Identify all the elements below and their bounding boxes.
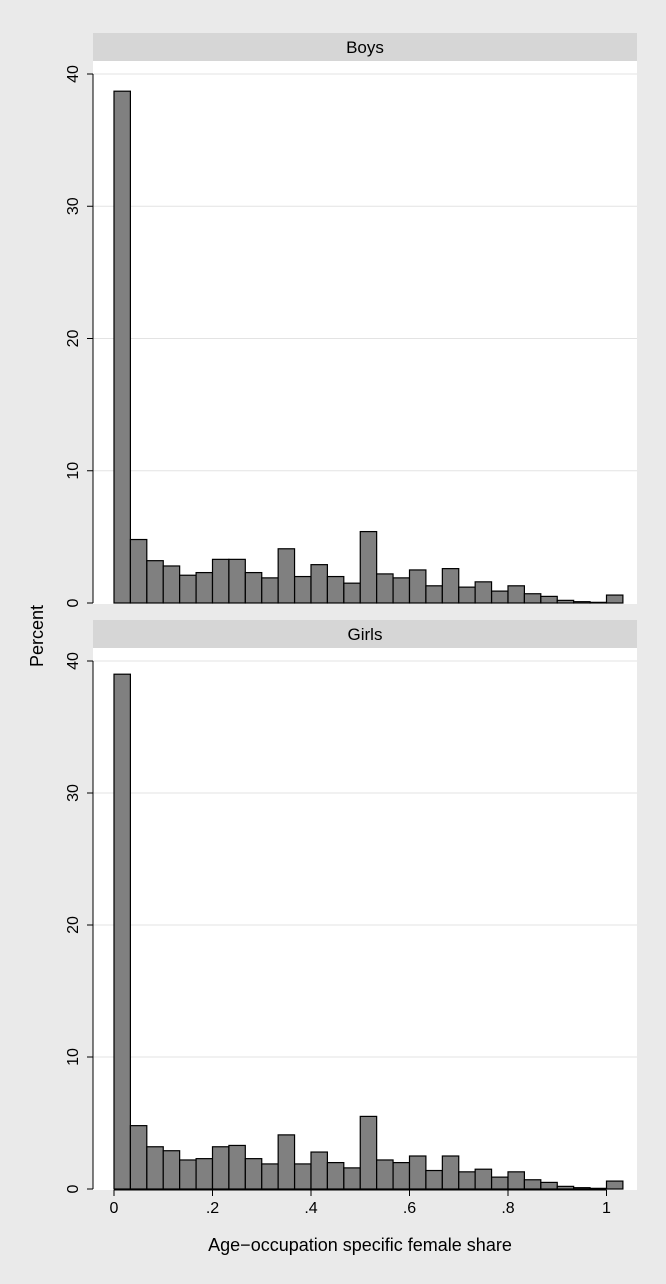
y-tick-label: 10	[65, 462, 82, 480]
y-tick-label: 10	[65, 1048, 82, 1066]
y-tick-label: 20	[65, 916, 82, 934]
histogram-bar	[573, 1187, 591, 1190]
histogram-bar	[343, 1167, 361, 1190]
histogram-bar	[359, 1115, 378, 1190]
histogram-bar	[293, 575, 312, 604]
histogram-bar	[277, 1134, 296, 1190]
panel-header	[93, 620, 637, 648]
y-tick-label: 0	[65, 598, 82, 607]
panel-boys: Boys 0 10 20 30 40	[65, 33, 637, 607]
histogram-bar	[211, 1146, 230, 1190]
histogram-bar	[573, 601, 591, 604]
histogram-bar	[589, 601, 608, 604]
histogram-bar	[392, 577, 411, 604]
histogram-bar	[507, 1171, 526, 1190]
histogram-bar	[310, 1151, 329, 1190]
x-tick-label: .2	[206, 1200, 219, 1217]
plot-area	[93, 61, 637, 604]
histogram-bar	[540, 1181, 558, 1190]
histogram-bar	[162, 565, 181, 604]
histogram-bar	[359, 530, 378, 604]
histogram-bar	[458, 586, 476, 604]
histogram-bar	[523, 593, 542, 604]
histogram-bar	[277, 548, 296, 604]
histogram-bar	[244, 571, 263, 604]
histogram-bar	[146, 1146, 164, 1190]
histogram-bar	[179, 574, 197, 604]
histogram-bar	[425, 1169, 443, 1190]
histogram-bar	[605, 1180, 624, 1190]
histogram-bar	[376, 1159, 394, 1190]
x-tick-label: 0	[110, 1200, 119, 1217]
y-axis-label: Percent	[27, 605, 47, 667]
x-tick-label: 1	[602, 1200, 611, 1217]
x-axis-label: Age−occupation specific female share	[208, 1235, 512, 1255]
histogram-bar	[392, 1161, 411, 1190]
histogram-bar	[113, 673, 132, 1190]
histogram-bar	[474, 581, 493, 604]
plot-area	[93, 648, 637, 1190]
histogram-bar	[490, 1176, 509, 1190]
histogram-bar	[326, 575, 345, 604]
x-tick-label: .8	[501, 1200, 514, 1217]
histogram-bar	[589, 1187, 608, 1190]
histogram-bar	[523, 1179, 542, 1190]
histogram-bar	[261, 1163, 279, 1190]
y-tick-label: 30	[65, 784, 82, 802]
histogram-bar	[408, 1155, 427, 1190]
histogram-bar	[129, 538, 148, 604]
histogram-bar	[244, 1158, 263, 1190]
histogram-bar	[376, 573, 394, 604]
histogram-bar	[556, 599, 575, 604]
histogram-bar	[458, 1171, 476, 1190]
y-tick-label: 0	[65, 1184, 82, 1193]
histogram-bar	[179, 1159, 197, 1190]
x-tick-label: .6	[403, 1200, 416, 1217]
histogram-bar	[474, 1168, 493, 1190]
histogram-bar	[507, 585, 526, 604]
histogram-bar	[129, 1125, 148, 1190]
histogram-bar	[310, 564, 329, 604]
histogram-bar	[228, 1144, 246, 1190]
y-tick-label: 20	[65, 330, 82, 348]
histogram-bar	[540, 595, 558, 604]
histogram-bar	[441, 1155, 460, 1190]
histogram-bar	[162, 1150, 181, 1190]
histogram-bar	[146, 560, 164, 604]
x-tick-label: .4	[304, 1200, 317, 1217]
histogram-bar	[425, 585, 443, 604]
histogram-bar	[326, 1161, 345, 1190]
y-tick-label: 40	[65, 652, 82, 670]
histogram-bar	[195, 1158, 214, 1190]
y-tick-label: 30	[65, 197, 82, 215]
histogram-bar	[605, 594, 624, 604]
histogram-bar	[556, 1185, 575, 1190]
histogram-bar	[195, 571, 214, 604]
histogram-bar	[113, 90, 132, 604]
panel-title: Boys	[346, 38, 384, 57]
histogram-bar	[293, 1163, 312, 1190]
histogram-bar	[490, 590, 509, 604]
panel-girls: Girls 0 10 20 30 40	[65, 620, 637, 1193]
panel-title: Girls	[348, 625, 383, 644]
histogram-bar	[211, 558, 230, 604]
histogram-bar	[261, 577, 279, 604]
panel-header	[93, 33, 637, 61]
histogram-bar	[408, 569, 427, 604]
histogram-bar	[343, 582, 361, 604]
histogram-bar	[441, 568, 460, 604]
y-tick-label: 40	[65, 65, 82, 83]
histogram-bar	[228, 558, 246, 604]
